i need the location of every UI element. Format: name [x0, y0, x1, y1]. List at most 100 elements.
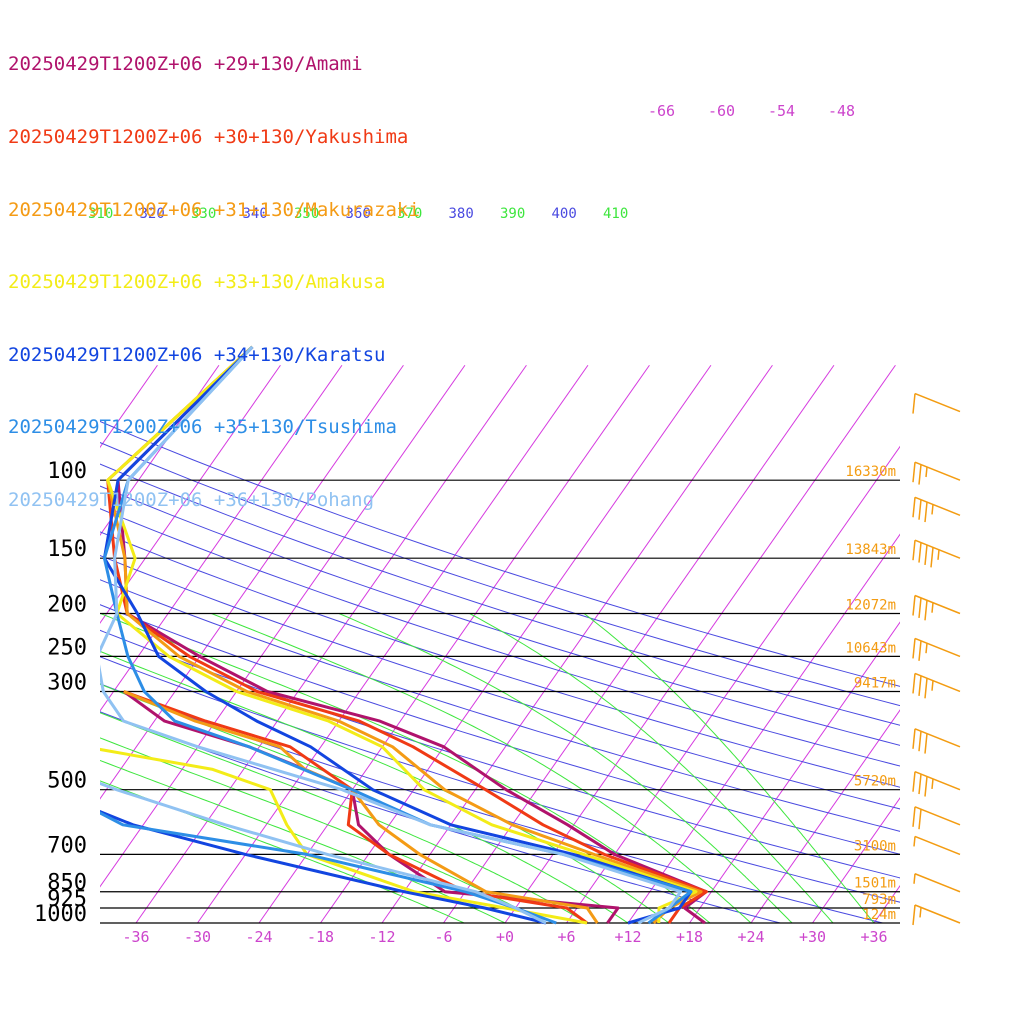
- temperature-profile: [100, 345, 683, 925]
- wind-barb: [912, 672, 961, 699]
- dry-adiabat-line: [100, 485, 900, 746]
- wind-barb-staff: [914, 539, 961, 559]
- x-tick-label: -24: [245, 928, 272, 946]
- isotherm-line: [566, 445, 900, 924]
- isotherm-label: -48: [828, 102, 855, 120]
- height-label: 5720m: [854, 774, 896, 790]
- isotherm-line: [100, 364, 404, 800]
- wind-barb-flag: [912, 393, 916, 414]
- wind-barb-flag: [918, 464, 922, 485]
- wind-barb-staff: [914, 835, 961, 856]
- legend-entry: 20250429T1200Z+06 +29+130/Amami: [8, 53, 363, 76]
- wind-barb: [912, 904, 961, 926]
- isotherm-line: [197, 364, 589, 924]
- moist-adiabat-line: [100, 712, 588, 924]
- pressure-label: 850: [47, 871, 87, 896]
- theta-label: 310: [88, 206, 113, 222]
- theta-label: 340: [243, 206, 268, 222]
- x-tick-label: +24: [737, 928, 764, 946]
- dry-adiabat-line: [100, 579, 900, 832]
- isotherm-label: -66: [648, 102, 675, 120]
- wind-barb-flag: [912, 904, 916, 926]
- wind-barb-flag: [912, 806, 916, 827]
- pressure-label: 700: [47, 833, 87, 858]
- theta-label: 330: [191, 206, 216, 222]
- temperature-profile: [106, 345, 708, 924]
- wind-barb-halfflag: [931, 778, 934, 789]
- wind-barb-halfflag: [931, 504, 934, 515]
- wind-barb: [912, 496, 961, 523]
- wind-barb-staff: [914, 672, 961, 693]
- wind-barb-staff: [914, 496, 961, 516]
- x-tick-label: +12: [614, 928, 641, 946]
- dry-adiabat-line: [100, 683, 883, 924]
- wind-barb-flag: [912, 540, 916, 561]
- dry-adiabat-line: [100, 463, 900, 726]
- isotherm-label: -60: [708, 102, 735, 120]
- wind-barb-flag: [924, 733, 928, 754]
- wind-barb: [912, 637, 961, 661]
- wind-barb-staff: [914, 728, 961, 748]
- theta-label: 370: [397, 206, 422, 222]
- wind-barb-flag: [912, 638, 916, 659]
- pressure-label: 300: [47, 670, 87, 695]
- wind-barb: [912, 392, 961, 414]
- legend: 20250429T1200Z+06 +29+130/Amami 20250429…: [8, 4, 420, 536]
- isotherm-line: [381, 364, 773, 924]
- height-label: 13843m: [845, 542, 896, 558]
- wind-barb-staff: [914, 904, 961, 924]
- isotherm-line: [750, 709, 900, 924]
- wind-barb: [912, 594, 961, 621]
- wind-barb-flag: [918, 542, 922, 563]
- wind-barb-flag: [924, 501, 928, 523]
- legend-entry: 20250429T1200Z+06 +30+130/Yakushima: [8, 126, 409, 148]
- wind-barb-flag: [924, 776, 928, 797]
- wind-barb-flag: [912, 771, 916, 792]
- moist-adiabat-line: [100, 780, 465, 924]
- wind-barb-flag: [912, 497, 916, 518]
- pressure-label: 100: [47, 459, 87, 484]
- wind-barb-flag: [918, 731, 922, 752]
- isotherm-line: [258, 364, 650, 924]
- wind-barb-flag: [912, 462, 916, 483]
- wind-barb-staff: [914, 806, 961, 826]
- moist-adiabat-line: [469, 613, 834, 924]
- dewpoint-profile: [100, 810, 547, 925]
- theta-label: 360: [346, 206, 371, 222]
- wind-barb-flag: [918, 640, 922, 661]
- height-label: 793m: [862, 892, 896, 908]
- dry-adiabat-line: [100, 441, 900, 707]
- x-tick-label: -30: [184, 928, 211, 946]
- wind-barb-halfflag: [937, 549, 940, 560]
- wind-barb-staff: [914, 637, 961, 658]
- dry-adiabat-line: [100, 420, 900, 687]
- isotherm-line: [100, 364, 281, 624]
- isotherm-line: [812, 797, 900, 924]
- wind-barb: [912, 806, 961, 830]
- wind-barb-flag: [912, 595, 916, 616]
- wind-barb-halfflag: [925, 643, 928, 654]
- dry-adiabat-line: [100, 554, 900, 810]
- wind-barb-staff: [914, 771, 961, 791]
- wind-barb: [913, 873, 961, 893]
- isotherm-line: [997, 365, 1024, 923]
- x-tick-label: -36: [122, 928, 149, 946]
- pressure-label: 200: [47, 592, 87, 617]
- dry-adiabat-line: [100, 508, 900, 767]
- height-label: 3100m: [854, 838, 896, 854]
- height-label: 12072m: [845, 597, 896, 613]
- x-tick-label: -12: [368, 928, 395, 946]
- wind-barb-halfflag: [931, 680, 934, 691]
- theta-label: 320: [140, 206, 165, 222]
- wind-barb-flag: [924, 544, 928, 566]
- wind-barb-halfflag: [925, 466, 928, 478]
- pressure-label: 250: [47, 635, 87, 660]
- isotherm-line: [627, 533, 900, 924]
- theta-label: 410: [603, 206, 628, 222]
- wind-barb-staff: [914, 594, 961, 615]
- height-label: 16330m: [845, 464, 896, 480]
- theta-label: 400: [552, 206, 577, 222]
- pressure-label: 1000: [34, 902, 87, 927]
- wind-barb-flag: [918, 774, 922, 795]
- legend-entry: 20250429T1200Z+06 +36+130/Pohang: [8, 488, 375, 511]
